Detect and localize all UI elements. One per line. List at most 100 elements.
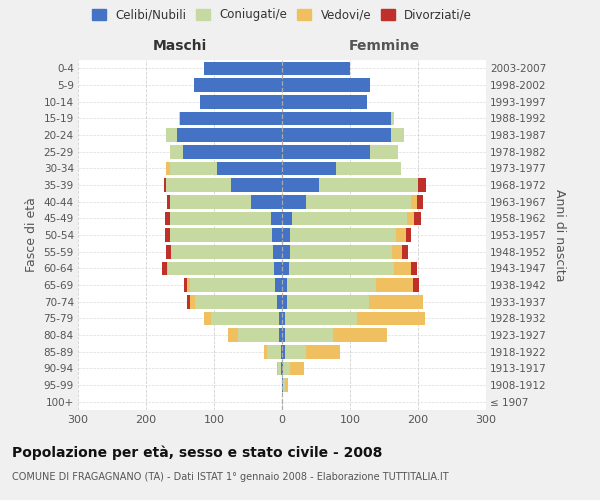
Bar (217, 162, 282, 175)
Bar (286, 345, 306, 358)
Bar (281, 362, 282, 375)
Text: Popolazione per età, sesso e stato civile - 2008: Popolazione per età, sesso e stato civil… (12, 445, 382, 460)
Bar (278, 362, 281, 375)
Bar (169, 262, 274, 275)
Bar (282, 245, 290, 258)
Y-axis label: Fasce di età: Fasce di età (25, 198, 38, 272)
Bar (286, 328, 333, 342)
Bar (287, 278, 376, 292)
Bar (282, 362, 283, 375)
Bar (273, 245, 282, 258)
Bar (184, 145, 282, 158)
Bar (170, 195, 251, 208)
Bar (190, 278, 275, 292)
Bar (282, 262, 289, 275)
Bar (411, 262, 416, 275)
Bar (283, 362, 290, 375)
Bar (290, 228, 395, 242)
Bar (238, 328, 278, 342)
Bar (282, 278, 287, 292)
Bar (283, 378, 285, 392)
Bar (282, 195, 306, 208)
Bar (411, 195, 416, 208)
Bar (286, 312, 357, 325)
Y-axis label: Anni di nascita: Anni di nascita (553, 188, 566, 281)
Text: COMUNE DI FRAGAGNANO (TA) - Dati ISTAT 1° gennaio 2008 - Elaborazione TUTTITALIA: COMUNE DI FRAGAGNANO (TA) - Dati ISTAT 1… (12, 472, 449, 482)
Bar (170, 162, 217, 175)
Bar (282, 78, 370, 92)
Bar (395, 228, 406, 242)
Bar (166, 178, 231, 192)
Bar (413, 278, 419, 292)
Bar (392, 245, 403, 258)
Bar (271, 212, 282, 225)
Bar (227, 328, 238, 342)
Bar (391, 128, 404, 142)
Bar (416, 195, 424, 208)
Bar (263, 345, 267, 358)
Bar (333, 328, 388, 342)
Bar (394, 262, 411, 275)
Bar (414, 212, 421, 225)
Bar (184, 278, 187, 292)
Bar (165, 228, 170, 242)
Bar (418, 178, 426, 192)
Bar (195, 295, 277, 308)
Bar (167, 195, 170, 208)
Bar (306, 195, 411, 208)
Bar (282, 112, 391, 125)
Bar (187, 278, 190, 292)
Bar (319, 178, 418, 192)
Bar (282, 212, 292, 225)
Bar (267, 345, 281, 358)
Text: Femmine: Femmine (349, 38, 419, 52)
Bar (357, 312, 425, 325)
Bar (170, 228, 272, 242)
Bar (406, 228, 411, 242)
Bar (272, 228, 282, 242)
Bar (282, 145, 370, 158)
Bar (337, 162, 401, 175)
Bar (204, 312, 211, 325)
Bar (376, 278, 413, 292)
Bar (282, 228, 290, 242)
Bar (403, 245, 408, 258)
Bar (277, 362, 278, 375)
Bar (278, 328, 282, 342)
Bar (282, 312, 286, 325)
Bar (164, 178, 166, 192)
Bar (170, 145, 184, 158)
Bar (176, 128, 282, 142)
Bar (231, 178, 282, 192)
Bar (190, 295, 195, 308)
Legend: Celibi/Nubili, Coniugati/e, Vedovi/e, Divorziati/e: Celibi/Nubili, Coniugati/e, Vedovi/e, Di… (92, 8, 472, 22)
Bar (282, 62, 350, 75)
Bar (277, 295, 282, 308)
Bar (282, 95, 367, 108)
Bar (282, 178, 319, 192)
Bar (290, 362, 304, 375)
Bar (281, 345, 282, 358)
Bar (180, 112, 282, 125)
Bar (166, 128, 176, 142)
Bar (407, 212, 414, 225)
Bar (166, 245, 171, 258)
Bar (282, 328, 286, 342)
Bar (282, 295, 287, 308)
Bar (251, 195, 282, 208)
Bar (282, 345, 286, 358)
Bar (165, 212, 170, 225)
Bar (274, 262, 282, 275)
Bar (167, 262, 169, 275)
Bar (278, 312, 282, 325)
Bar (282, 128, 391, 142)
Bar (166, 162, 170, 175)
Bar (306, 345, 340, 358)
Bar (194, 78, 282, 92)
Bar (211, 312, 278, 325)
Bar (282, 162, 337, 175)
Bar (161, 262, 167, 275)
Bar (285, 378, 288, 392)
Bar (187, 295, 190, 308)
Bar (275, 278, 282, 292)
